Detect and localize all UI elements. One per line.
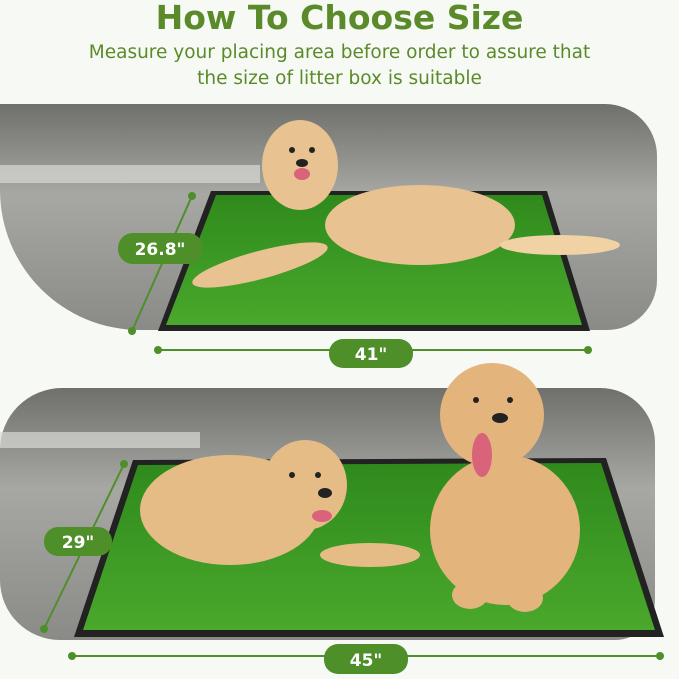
golden-retriever-dog xyxy=(192,120,620,288)
height-dimension-large: 29" xyxy=(40,460,128,633)
height-dimension-small: 26.8" xyxy=(118,192,203,335)
width-dimension-small: 41" xyxy=(154,339,592,368)
subtitle-line-1: Measure your placing area before order t… xyxy=(88,42,591,63)
golden-retriever-dog-sitting xyxy=(430,363,580,612)
sunlight-stripe xyxy=(0,165,260,183)
large-litter-box-scene xyxy=(0,363,664,640)
page-title: How To Choose Size xyxy=(155,0,524,37)
width-label-large: 45" xyxy=(350,651,383,671)
width-label-small: 41" xyxy=(355,345,388,365)
golden-retriever-dog-lying xyxy=(140,440,420,567)
sunlight-stripe xyxy=(0,432,200,448)
width-dimension-large: 45" xyxy=(68,644,664,674)
subtitle: Measure your placing area before order t… xyxy=(0,40,679,92)
subtitle-line-2: the size of litter box is suitable xyxy=(197,68,482,89)
small-litter-box-scene xyxy=(0,104,657,331)
height-label-small: 26.8" xyxy=(135,240,186,260)
height-label-large: 29" xyxy=(62,533,95,553)
